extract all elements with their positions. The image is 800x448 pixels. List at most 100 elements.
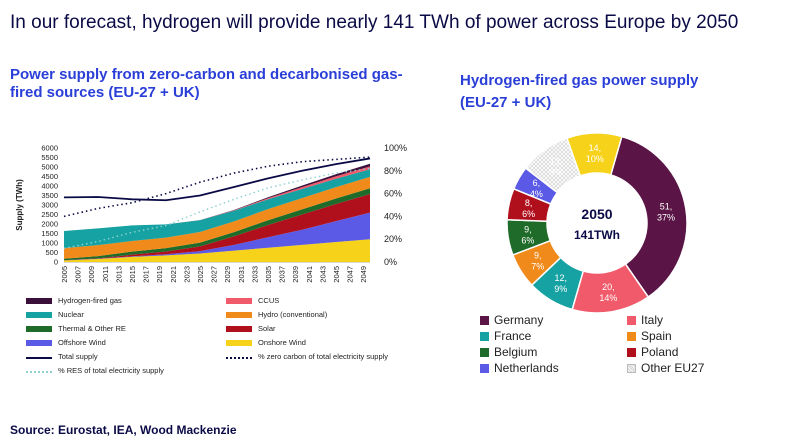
y2-tick-label: 80% bbox=[384, 166, 402, 176]
donut-legend-label: Other EU27 bbox=[641, 361, 705, 375]
y-tick-label: 1000 bbox=[41, 239, 58, 248]
donut-legend-swatch bbox=[627, 316, 636, 325]
source-note: Source: Eurostat, IEA, Wood Mackenzie bbox=[10, 423, 237, 437]
donut-pct-label: 9% bbox=[554, 284, 567, 294]
donut-value-label: 13, bbox=[550, 156, 563, 166]
legend-swatch bbox=[226, 298, 252, 304]
area-series-offshore-wind bbox=[64, 212, 370, 261]
y-tick-label: 500 bbox=[45, 248, 58, 257]
legend-label: Total supply bbox=[58, 352, 98, 361]
donut-legend-label: Germany bbox=[494, 313, 544, 327]
line-series-total-supply bbox=[63, 157, 371, 202]
donut-legend-swatch bbox=[627, 348, 636, 357]
legend-swatch bbox=[226, 357, 252, 359]
y2-tick-label: 40% bbox=[384, 211, 402, 221]
donut-center-total: 141TWh bbox=[574, 228, 620, 242]
y-tick-label: 4500 bbox=[41, 172, 58, 181]
donut-legend-label: Belgium bbox=[494, 345, 538, 359]
x-tick-label: 2037 bbox=[278, 266, 287, 283]
area-series-hydro-conventional bbox=[64, 176, 370, 259]
legend-label: Nuclear bbox=[58, 310, 84, 319]
x-tick-label: 2049 bbox=[359, 266, 368, 283]
x-tick-label: 2043 bbox=[318, 266, 327, 283]
y-tick-label: 3500 bbox=[41, 191, 58, 200]
x-tick-label: 2021 bbox=[169, 266, 178, 283]
page-headline: In our forecast, hydrogen will provide n… bbox=[10, 12, 739, 33]
donut-slice-germany bbox=[609, 135, 688, 299]
line-series-res-of-total-electricity-supply bbox=[63, 167, 371, 250]
donut-pct-label: 37% bbox=[657, 213, 675, 223]
legend-label: Offshore Wind bbox=[58, 338, 106, 347]
x-tick-label: 2041 bbox=[305, 266, 314, 283]
donut-legend-label: France bbox=[494, 329, 532, 343]
x-tick-label: 2031 bbox=[237, 266, 246, 283]
line-series-zero-carbon-of-total-electricity-supply bbox=[63, 156, 371, 218]
legend-label: % RES of total electricity supply bbox=[58, 366, 164, 375]
x-tick-label: 2005 bbox=[60, 266, 69, 283]
legend-label: Hydro (conventional) bbox=[258, 310, 328, 319]
x-tick-label: 2035 bbox=[264, 266, 273, 283]
donut-legend-swatch bbox=[627, 364, 636, 373]
donut-value-label: 20, bbox=[602, 282, 615, 292]
donut-legend-swatch bbox=[480, 332, 489, 341]
legend-label: Onshore Wind bbox=[258, 338, 306, 347]
y-tick-label: 0 bbox=[54, 258, 58, 267]
x-tick-label: 2011 bbox=[101, 266, 110, 282]
donut-legend-label: Italy bbox=[641, 313, 664, 327]
legend-swatch bbox=[26, 326, 52, 332]
donut-pct-label: 10% bbox=[586, 154, 604, 164]
legend-swatch bbox=[26, 298, 52, 304]
y-tick-label: 4000 bbox=[41, 182, 58, 191]
donut-legend-label: Spain bbox=[641, 329, 672, 343]
y-axis-label: Supply (TWh) bbox=[15, 179, 24, 231]
donut-value-label: 9, bbox=[524, 224, 532, 234]
donut-legend-swatch bbox=[480, 364, 489, 373]
legend-label: Solar bbox=[258, 324, 276, 333]
donut-title-line1: Hydrogen-fired gas power supply bbox=[460, 72, 699, 89]
donut-legend-label: Netherlands bbox=[494, 361, 559, 375]
area-series-onshore-wind bbox=[64, 239, 370, 262]
donut-legend-swatch bbox=[480, 316, 489, 325]
donut-pct-label: 6% bbox=[522, 209, 535, 219]
x-tick-label: 2019 bbox=[155, 266, 164, 283]
donut-pct-label: 6% bbox=[521, 235, 534, 245]
x-tick-label: 2015 bbox=[128, 266, 137, 283]
legend-swatch bbox=[26, 340, 52, 346]
x-tick-label: 2025 bbox=[196, 266, 205, 283]
legend-label: Hydrogen-fired gas bbox=[58, 296, 122, 305]
y-tick-label: 5500 bbox=[41, 153, 58, 162]
donut-value-label: 6, bbox=[533, 178, 541, 188]
y-tick-label: 1500 bbox=[41, 229, 58, 238]
donut-value-label: 51, bbox=[660, 202, 673, 212]
legend-swatch bbox=[26, 357, 52, 359]
donut-legend-swatch bbox=[480, 348, 489, 357]
x-tick-label: 2027 bbox=[210, 266, 219, 283]
y2-tick-label: 20% bbox=[384, 234, 402, 244]
donut-slice-other bbox=[566, 132, 623, 177]
x-tick-label: 2045 bbox=[332, 266, 341, 283]
y-tick-label: 6000 bbox=[41, 144, 58, 153]
area-chart-title: Power supply from zero-carbon and decarb… bbox=[10, 66, 403, 101]
donut-center-year: 2050 bbox=[581, 206, 612, 222]
donut-legend-label: Poland bbox=[641, 345, 679, 359]
x-tick-label: 2017 bbox=[142, 266, 151, 283]
x-tick-label: 2023 bbox=[182, 266, 191, 283]
legend-swatch bbox=[226, 326, 252, 332]
donut-title-line2: (EU-27 + UK) bbox=[460, 94, 552, 111]
legend-swatch bbox=[226, 340, 252, 346]
donut-value-label: 9, bbox=[534, 250, 542, 260]
x-tick-label: 2039 bbox=[291, 266, 300, 283]
legend-swatch bbox=[26, 312, 52, 318]
legend-swatch bbox=[26, 371, 52, 373]
y2-tick-label: 0% bbox=[384, 257, 397, 267]
legend-label: % zero carbon of total electricity suppl… bbox=[258, 352, 389, 361]
y2-tick-label: 100% bbox=[384, 143, 407, 153]
donut-pct-label: 14% bbox=[599, 293, 617, 303]
donut-pct-label: 9% bbox=[549, 167, 562, 177]
area-series-solar bbox=[64, 193, 370, 261]
x-tick-label: 2013 bbox=[114, 266, 123, 283]
y-tick-label: 3000 bbox=[41, 201, 58, 210]
donut-chart-title: Hydrogen-fired gas power supply (EU-27 +… bbox=[460, 70, 760, 114]
x-tick-label: 2007 bbox=[74, 266, 83, 283]
y-tick-label: 5000 bbox=[41, 163, 58, 172]
